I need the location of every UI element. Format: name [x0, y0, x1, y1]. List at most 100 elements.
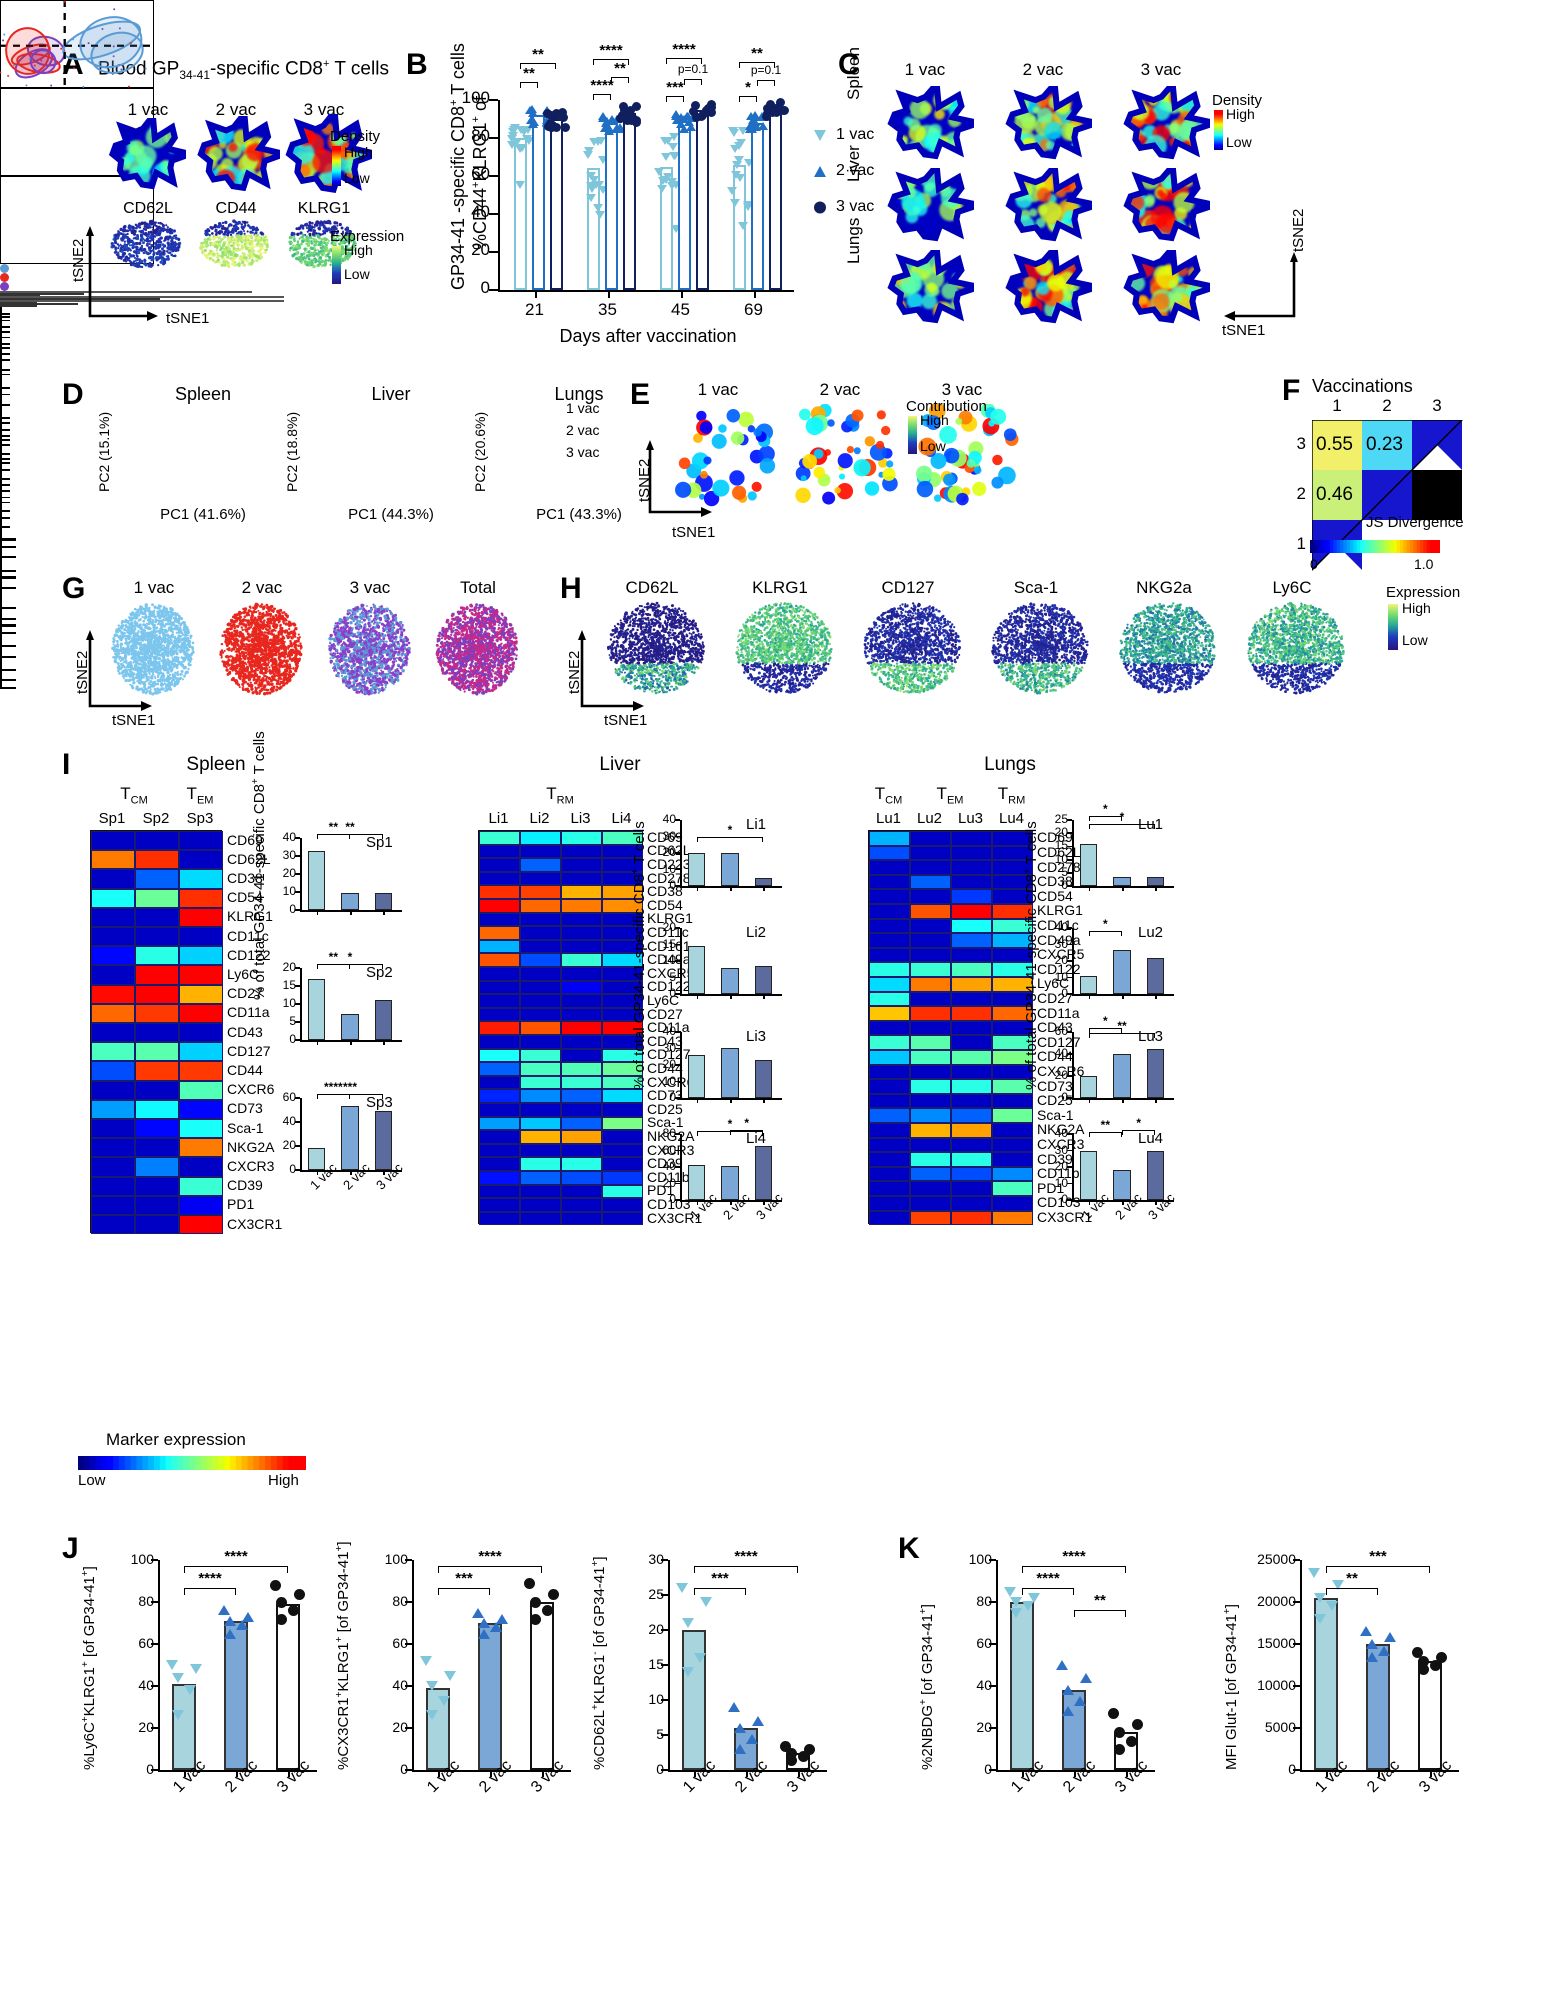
panelI-chart-Li4-errcap-0 — [0, 434, 10, 437]
panelJ-chart-0-ytick-60 — [151, 1643, 158, 1645]
panelI-marker-1-CD49a: CD49a — [647, 951, 691, 968]
panelH-colorbar — [1388, 604, 1398, 650]
panelI-chart-Sp2-err-2 — [0, 332, 2, 337]
panelI-heatcell-0-13-1 — [135, 1080, 179, 1100]
panelB-datapoint — [737, 127, 748, 136]
panelB-datapoint — [526, 116, 537, 125]
panelG-col-2: 3 vac — [349, 578, 391, 597]
panelI-heatcell-0-9-2 — [179, 1003, 223, 1023]
panelI-chart-Lu3-xtick-1 — [1122, 1098, 1124, 1103]
panelI-chart-Sp1-siglabel-1: ** — [328, 820, 338, 834]
panelI-heatcell-0-11-2 — [179, 1042, 223, 1062]
panelB-datapoint — [728, 128, 739, 137]
panelK-chart-0-datapoint — [1132, 1718, 1143, 1730]
panelI-subset-0-0: TCM — [120, 784, 148, 807]
panelI-chart-Lu1-ytick-10 — [1067, 858, 1072, 861]
panelI-heatcell-0-8-2 — [179, 984, 223, 1004]
panelB-datapoint — [507, 132, 518, 141]
panelI-heatcell-1-27-3 — [602, 1198, 643, 1212]
panelI-chart-Li4-title: Li4 — [746, 1130, 767, 1147]
panelI-heatcell-2-16-0 — [869, 1064, 910, 1080]
panelJ-chart-2-ytick-5 — [661, 1734, 668, 1736]
panelB-datapoint — [625, 105, 635, 115]
panelJ-chart-1-ytick-60 — [405, 1643, 412, 1645]
panelI-marker-1-CX3CR1: CX3CR1 — [647, 1209, 703, 1226]
panelJ-chart-0-bar-1 — [224, 1620, 248, 1770]
panelI-chart-Lu4-err-1 — [0, 511, 2, 517]
panelI-chart-Sp2-xtick-0 — [316, 1040, 319, 1045]
panelI-chart-Li2-bar-1 — [721, 968, 739, 994]
panelC-density-0-0 — [887, 86, 974, 160]
panelI-chart-Lu4-bar-1 — [1113, 1170, 1131, 1200]
panelI-chart-Sp1-xtick-1 — [350, 910, 352, 915]
panelK-chart-0-datapoint — [1010, 1597, 1022, 1607]
panelI-heatcell-1-20-0 — [479, 1103, 520, 1117]
panelJ-chart-0-datapoint — [218, 1605, 230, 1616]
panelI-subset-0-1: TEM — [186, 784, 214, 807]
panelI-chart-Sp1-err-0 — [0, 306, 2, 313]
panelC-colorbar — [1214, 110, 1223, 150]
panelJ-chart-2-yticklabel-10: 10 — [648, 1691, 664, 1707]
panelI-chart-Sp3-siglabel-0: *** — [342, 1080, 357, 1094]
panelI-heatcell-1-23-1 — [520, 1143, 561, 1158]
panelI-chart-Lu1-errcap-0 — [0, 453, 10, 456]
panelI-marker-1-CD43: CD43 — [647, 1032, 683, 1049]
panelI-heatcell-2-19-3 — [992, 1108, 1033, 1123]
panelB-bar-21-3 vac — [550, 119, 563, 290]
panelI-chart-Sp3-siglabel-1: **** — [323, 1080, 343, 1094]
panelI-marker-0-CD122: CD122 — [227, 946, 271, 963]
panelE-ylabel: tSNE2 — [636, 458, 653, 502]
panelI-chart-Li1-ytick-40 — [675, 819, 680, 821]
panelI-heatcell-0-11-1 — [135, 1042, 179, 1062]
panelJ-chart-1-xtick-0 — [438, 1770, 441, 1777]
panelK-chart-0-yticklabel-40: 40 — [976, 1677, 992, 1693]
panelI-chart-Lu1-title: Lu1 — [1138, 816, 1164, 833]
panelD-legend-label-1: 2 vac — [566, 422, 600, 438]
panelI-heatcell-1-21-3 — [602, 1116, 643, 1131]
panelI-chart-Lu2-err-2 — [0, 480, 2, 485]
panelJ-chart-0-datapoint — [172, 1710, 184, 1721]
panelB-datapoint — [667, 142, 678, 151]
panelI-marker-1-CD127: CD127 — [647, 1046, 691, 1063]
panelI-chart-Lu1-errcap-1 — [0, 457, 10, 460]
panel-label-G: G — [62, 572, 86, 605]
panelI-heatcell-2-11-2 — [951, 991, 992, 1007]
panelI-chart-Li3-err-1 — [0, 418, 2, 423]
panelI-heatcell-2-20-1 — [910, 1123, 951, 1138]
panelF-collabel-2: 3 — [1432, 396, 1442, 415]
panelI-chart-Sp3-errcap-1 — [0, 346, 10, 349]
panelG-xlabel: tSNE1 — [112, 712, 156, 729]
panelI-chart-Li3-yticklabel-40: 40 — [662, 1024, 676, 1038]
panelI-chart-Li4-bar-0 — [688, 1164, 706, 1200]
panelI-marker-0-CD27: CD27 — [227, 985, 263, 1002]
panelK-chart-0-yticklabel-60: 60 — [976, 1635, 992, 1651]
panelI-heatcell-1-16-1 — [520, 1048, 561, 1063]
panelI-heatcell-0-7-0 — [91, 965, 135, 985]
panelK-chart-1-yticklabel-15000: 15000 — [1257, 1635, 1296, 1651]
panelI-marker-2-CD49a: CD49a — [1037, 931, 1081, 948]
panelI-chart-Sp2-ytick-10 — [295, 1003, 300, 1005]
panelI-marker-1-KLRG1: KLRG1 — [647, 910, 693, 927]
panelJ-chart-2-yticklabel-25: 25 — [648, 1586, 664, 1602]
panelJ-chart-0-yticklabel-100: 100 — [130, 1551, 154, 1567]
panelI-heatcell-1-12-2 — [561, 994, 602, 1008]
panelD-legend-dot-2 — [0, 282, 9, 291]
panelB-datapoint — [508, 128, 519, 137]
panelB-datapoint — [559, 113, 569, 122]
panel-label-B: B — [406, 48, 428, 81]
panelJ-chart-2-datapoint — [780, 1740, 791, 1752]
panelB-datapoint — [589, 137, 600, 146]
panelI-chart-Lu4-yticklabel-10: 10 — [1054, 1175, 1068, 1190]
panelI-chart-Sp3-bar-2 — [374, 1110, 392, 1170]
panelI-heatcell-1-18-0 — [479, 1075, 520, 1090]
panelI-heatcell-2-8-3 — [992, 947, 1033, 963]
panelI-chart-Li3-title: Li3 — [746, 1028, 767, 1045]
panelI-marker-0-CD39: CD39 — [227, 1177, 263, 1194]
panelI-chart-Lu2-bar-1 — [1113, 950, 1131, 994]
panelD-xlabel-1: PC1 (44.3%) — [348, 506, 434, 523]
panelB-datapoint — [632, 101, 641, 111]
panelB-datapoint — [742, 203, 753, 212]
panelJ-chart-2-sigbracket-0 — [694, 1566, 798, 1573]
panelK-chart-0-datapoint — [1028, 1592, 1040, 1603]
panelI-chart-Lu1-siglabel-1: * — [1102, 802, 1108, 816]
